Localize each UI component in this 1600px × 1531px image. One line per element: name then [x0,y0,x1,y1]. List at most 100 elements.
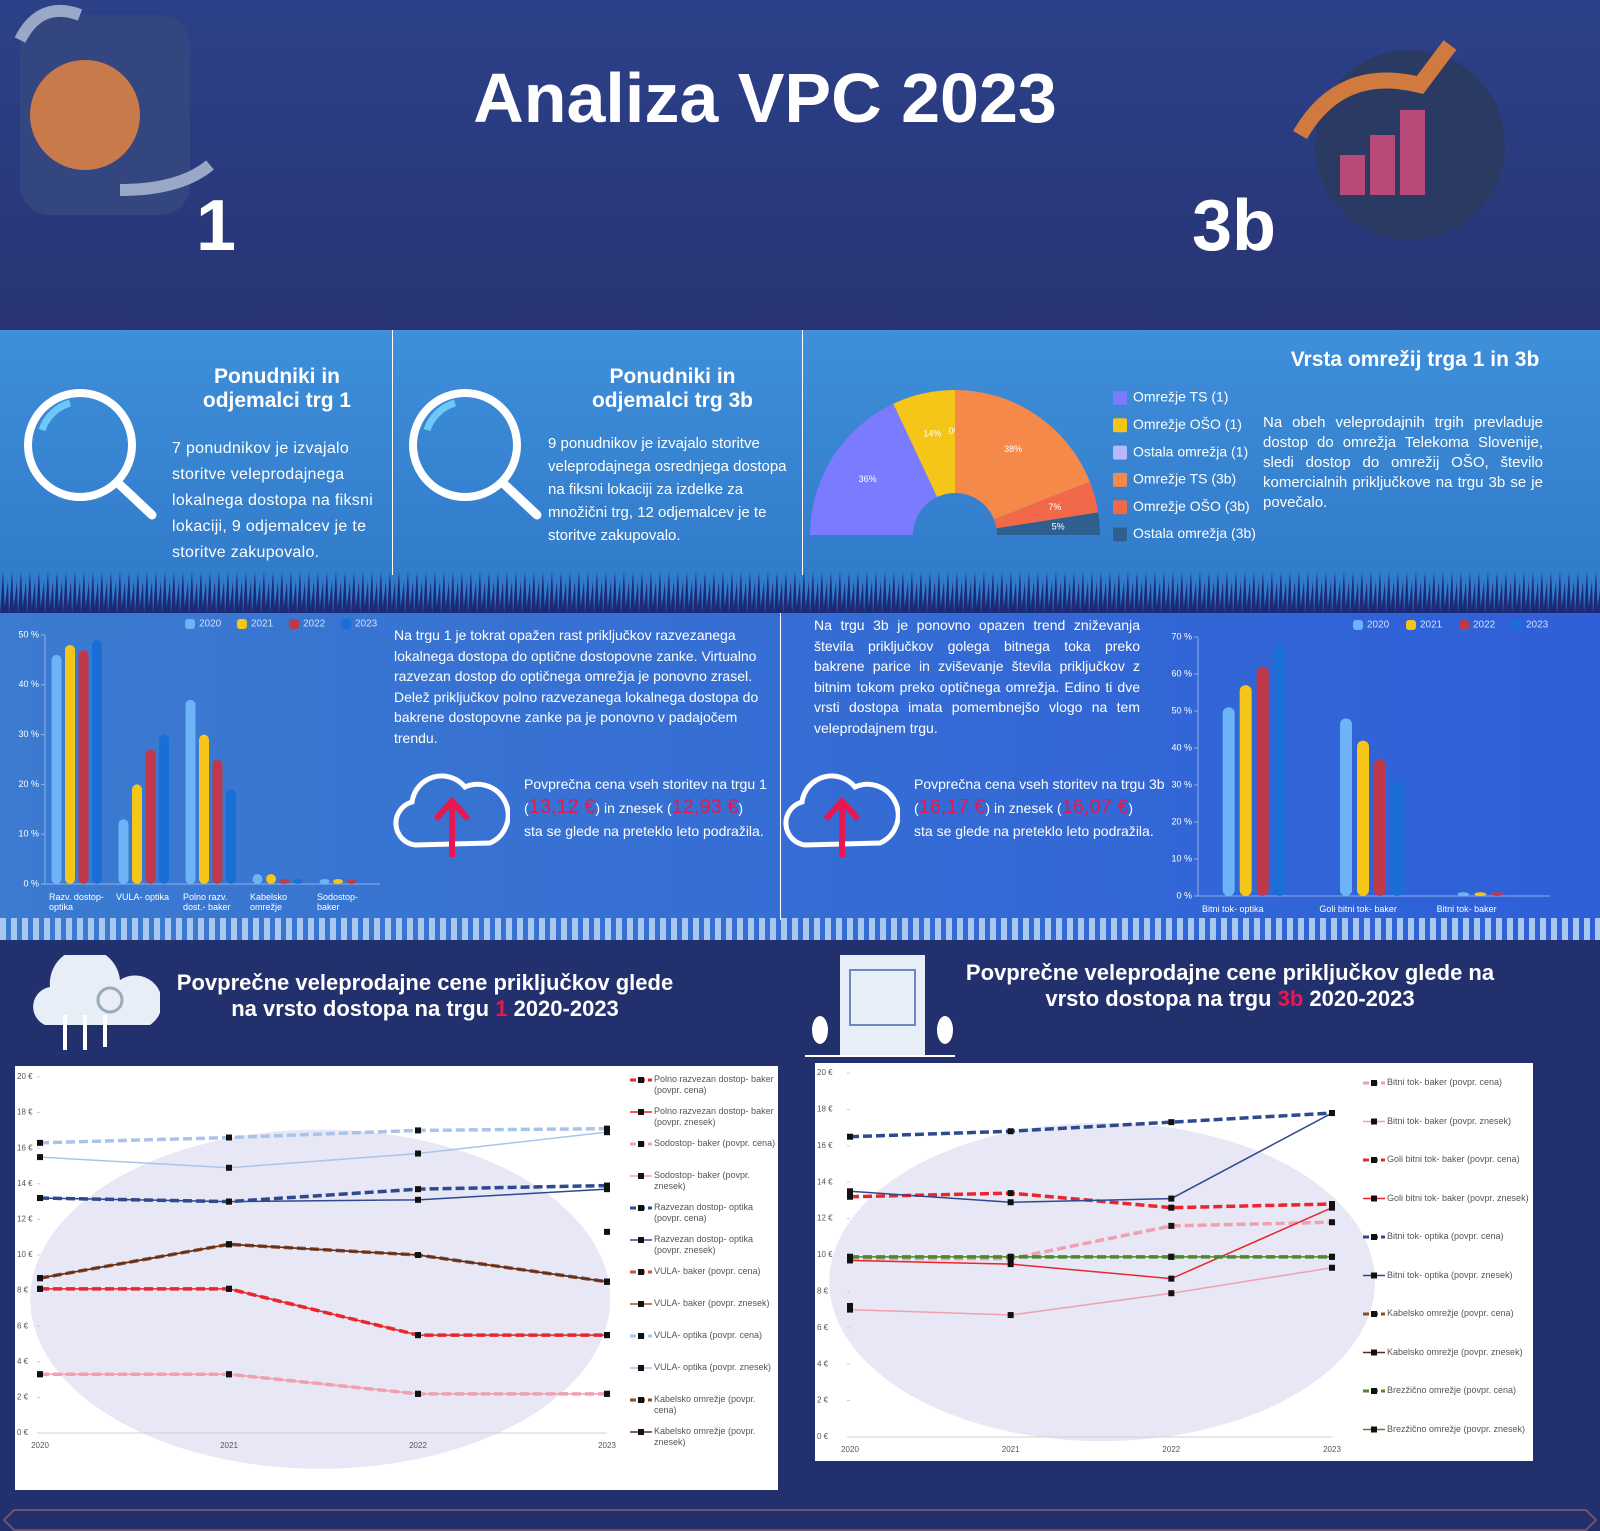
price-intro: Povprečna cena vseh storitev na trgu 1 [524,776,767,792]
legend-marker [1371,1272,1377,1279]
legend-label: VULA- optika (povpr. cena) [654,1330,763,1340]
legend-marker [638,1237,644,1243]
building-icon [805,955,955,1057]
legend-marker [638,1141,644,1147]
y-tick-label: 10 % [18,829,39,839]
bar [1391,781,1403,896]
market-highlight: 1 [495,996,508,1021]
bar [1491,892,1504,896]
divider [392,330,393,575]
slice-label: 36% [859,474,877,484]
x-tick-label: 2022 [1162,1445,1180,1454]
pie-slice [994,481,1099,529]
glare [423,399,457,432]
legend-label: 2023 [355,619,378,630]
legend-marker [1371,1234,1377,1240]
point-marker [37,1275,43,1282]
point-marker [1168,1290,1175,1297]
legend-label: Omrežje TS (1) [1133,389,1228,405]
point-marker [604,1186,610,1193]
legend-swatch [1113,445,1127,460]
legend-label: 2021 [1420,620,1443,631]
up-arrow [823,796,861,857]
bar [1256,666,1269,896]
y-tick-label: 20 % [1171,816,1192,826]
point-marker [1329,1264,1335,1271]
slice-label: 14% [923,428,941,438]
point-marker [415,1332,421,1339]
legend-marker [638,1301,644,1307]
legend-swatch [341,619,351,629]
price-value: 13,12 € [528,796,596,818]
price-block: Povprečna cena vseh storitev na trgu 1 (… [524,773,784,843]
legend-label: Polno razvezan dostop- baker (povpr. zne… [654,1106,774,1127]
legend-swatch [1113,472,1127,487]
x-tick-label: Goli bitni tok- baker [1319,904,1397,914]
legend-label: VULA- baker (povpr. cena) [654,1266,761,1276]
point-marker [847,1304,853,1311]
glare [38,399,72,432]
x-tick-label: Sodostop- baker [317,892,359,912]
bar [1239,685,1252,896]
legend-label: Sodostop- baker (povpr. cena) [654,1138,776,1148]
point-marker [37,1371,43,1378]
point-marker [1329,1253,1335,1260]
point-marker [415,1196,421,1203]
x-tick-label: 2020 [31,1441,49,1450]
bar [92,639,102,884]
y-tick-label: 8 € [17,1286,29,1295]
slice-label: 5% [1052,521,1065,531]
legend-label: 2022 [1473,620,1496,631]
page-title: Analiza VPC 2023 [473,59,1057,137]
legend-label-box: Kabelsko omrežje (povpr. znesek) [1387,1347,1523,1357]
legend-label: 2023 [1526,620,1549,631]
y-tick-label: 30 % [1171,779,1192,789]
point-marker [847,1133,853,1140]
lens [24,389,136,501]
y-tick-label: 14 € [817,1177,833,1186]
cloud-icon [393,773,510,857]
legend-label: 2022 [303,619,326,630]
panel-title: Ponudniki in odjemalci trg 1 [202,365,352,412]
x-tick-label: 2020 [841,1445,859,1454]
point-marker [1168,1222,1175,1229]
x-tick-label-box: Goli bitni tok- baker [1319,904,1397,914]
price-outro: sta se glede na preteklo leto podražila. [524,823,764,839]
price-text: ) in znesek ( [985,800,1062,816]
bottom-decoration [2,1509,1598,1531]
x-tick-label: Kabelsko omrežje [250,892,288,912]
icon-bar [1400,110,1425,195]
pie-slice [955,390,1090,520]
legend-label-box: Bitni tok- optika (povpr. znesek) [1387,1270,1513,1280]
bar [118,819,129,884]
y-tick-label: 6 € [17,1321,29,1330]
cloud-download-icon [33,955,160,1050]
legend-label-box: Bitni tok- baker (povpr. znesek) [1387,1116,1511,1126]
pie-slice [810,403,938,535]
point-marker [37,1154,43,1161]
bar [185,699,196,884]
market-label: 1 [196,186,237,266]
bar [346,879,357,884]
point-marker [226,1371,232,1378]
panel-text: 9 ponudnikov je izvajalo storitve velepr… [548,435,787,544]
series-line [39,1188,608,1203]
bar [293,879,303,884]
x-tick-label-box: Polno razv. dost.- baker [183,892,231,912]
y-tick-label: 40 % [1171,742,1192,752]
point-marker [604,1129,610,1136]
y-tick-label: 40 % [18,679,39,689]
legend-label: Goli bitni tok- baker (povpr. znesek) [1387,1192,1529,1203]
y-tick-label: 60 % [1171,668,1192,678]
y-tick-label: 20 € [17,1072,33,1081]
cloud-icon [783,773,900,857]
pie-title: Vrsta omrežij trga 1 in 3b [1290,348,1540,371]
point-marker [1329,1110,1335,1117]
bar [1273,644,1286,896]
legend-marker [638,1173,644,1179]
handle [498,478,542,520]
bar [78,649,89,884]
series-line [39,1126,608,1145]
x-tick-label-box: Kabelsko omrežje [250,892,288,912]
